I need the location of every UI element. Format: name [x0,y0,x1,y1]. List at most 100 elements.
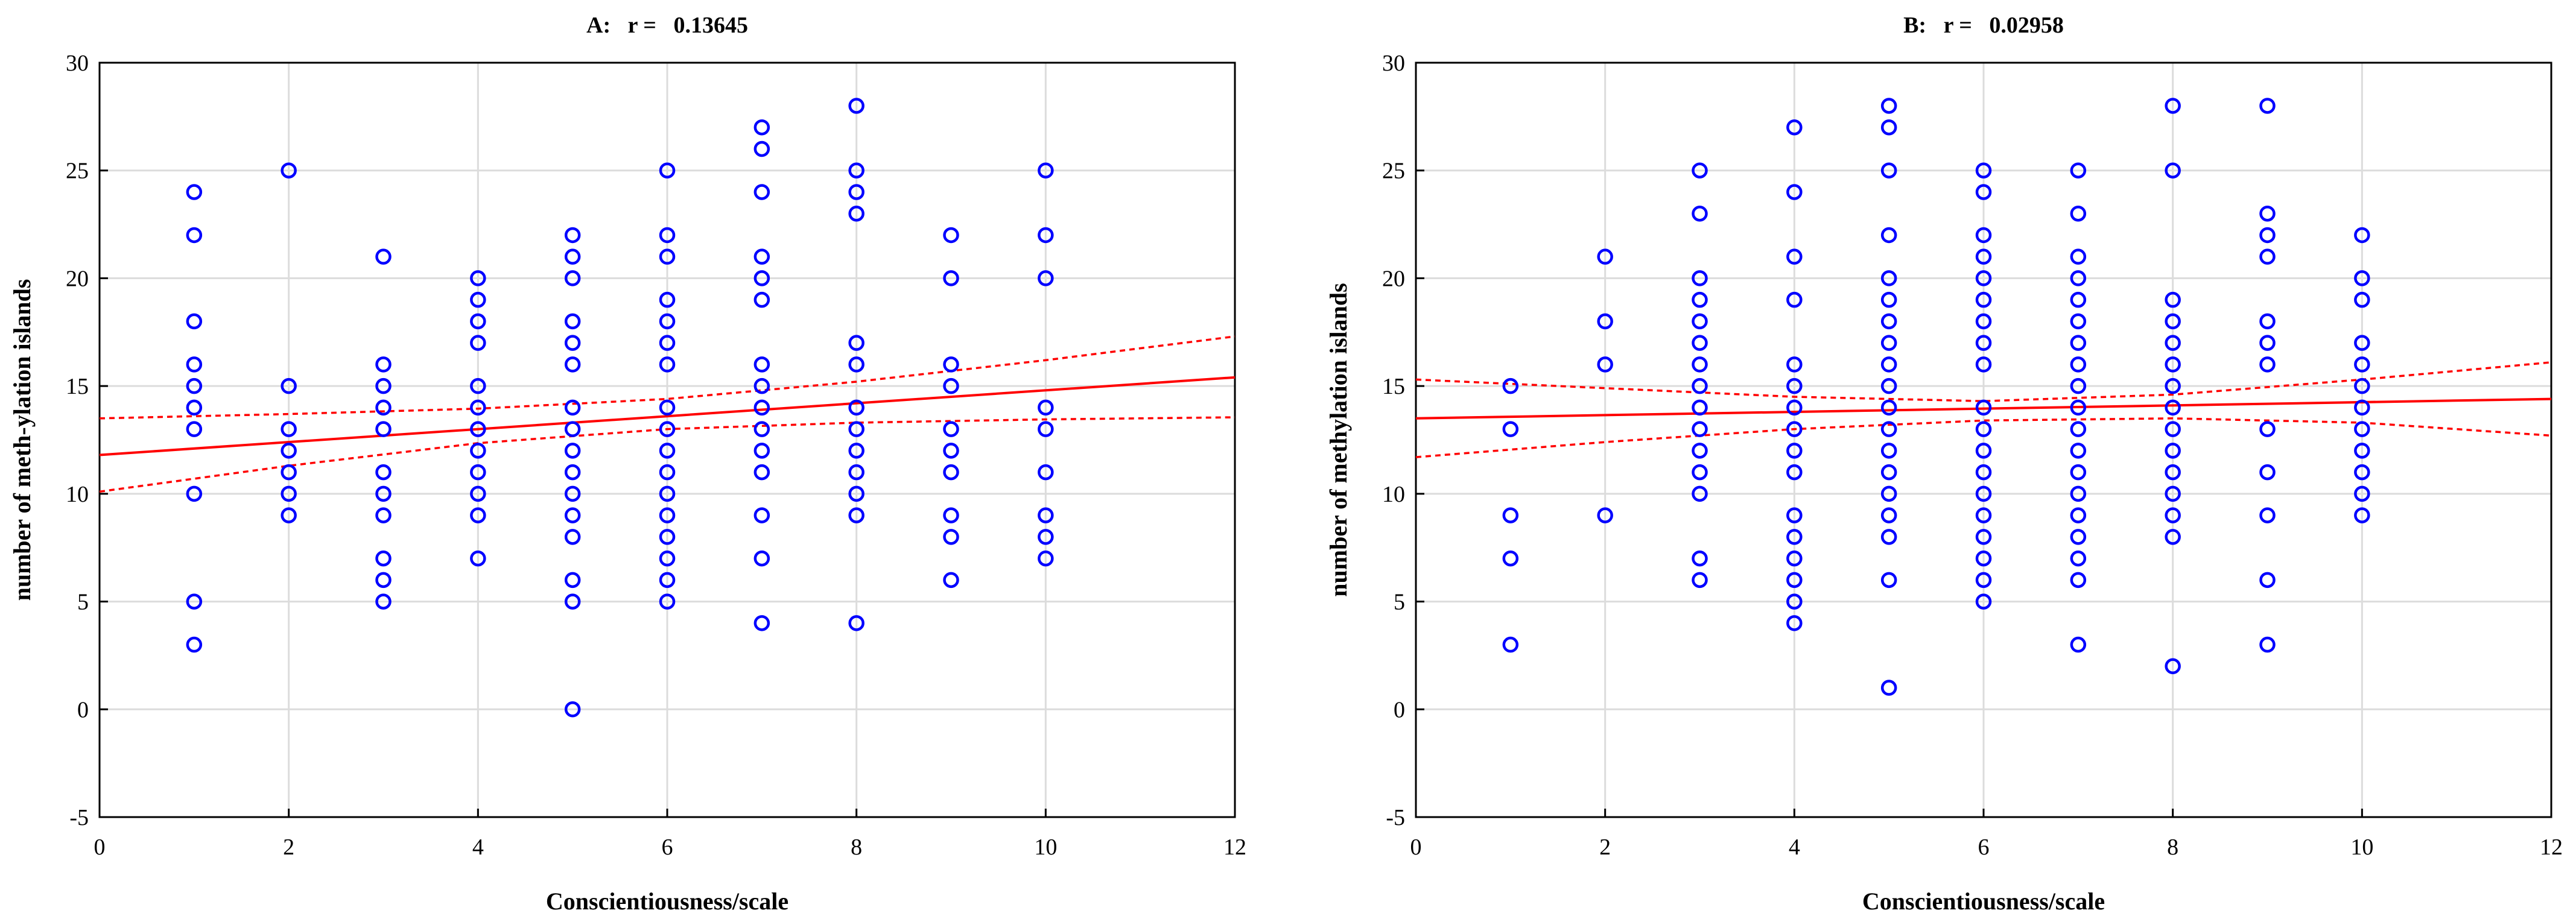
data-point [2070,270,2087,286]
y-tick-label: 25 [66,159,89,184]
y-tick-label: 30 [1382,51,1405,76]
data-point [2259,636,2276,653]
data-point [564,464,581,481]
data-point [2354,399,2370,416]
data-point [1786,572,1803,589]
data-point [1975,356,1992,373]
y-tick-label: 5 [77,590,89,615]
data-point [281,443,297,459]
data-point [659,550,676,567]
x-tick-label: 8 [2167,835,2178,860]
data-point [281,464,297,481]
data-point [1880,98,1897,114]
data-point [1975,162,1992,178]
x-tick-label: 8 [851,835,862,860]
data-point [186,399,203,416]
data-point [943,227,959,244]
x-axis-label: Conscientiousness/scale [1862,888,2105,915]
data-point [1692,485,1708,502]
data-point [375,485,392,502]
chart-title: B: r = 0.02958 [1903,13,2064,38]
data-point [1975,270,1992,286]
data-point [375,572,392,589]
y-tick-label: 20 [66,266,89,291]
data-point [2259,507,2276,523]
data-point [1597,507,1613,523]
data-point [1597,248,1613,265]
data-point [1975,291,1992,308]
data-point [1880,680,1897,696]
data-point [1692,270,1708,286]
data-point [2165,377,2181,394]
data-point [1692,313,1708,330]
data-point [659,399,676,416]
data-point [186,356,203,373]
data-point [848,98,864,114]
data-point [1502,636,1519,653]
data-point [2165,291,2181,308]
data-point [564,227,581,244]
data-point [1880,529,1897,545]
data-point [564,270,581,286]
y-tick-label: 0 [1394,697,1405,722]
data-point [1502,421,1519,437]
data-point [2070,377,2087,394]
data-point [564,507,581,523]
data-point [470,399,486,416]
data-point [1880,507,1897,523]
data-point [2259,421,2276,437]
data-point [753,248,770,265]
data-point [1786,291,1803,308]
data-point [1038,507,1054,523]
y-tick-label: 10 [1382,482,1405,507]
data-point [1880,313,1897,330]
data-point [1786,356,1803,373]
data-point [848,464,864,481]
data-point [375,464,392,481]
data-point [470,313,486,330]
confidence-band-upper [99,335,1236,420]
data-point [375,507,392,523]
data-point [564,421,581,437]
data-point [2165,399,2181,416]
data-point [2259,572,2276,589]
data-point [1038,464,1054,481]
data-point [659,313,676,330]
y-tick-label: 10 [66,482,89,507]
data-point [470,550,486,567]
data-point [186,184,203,200]
x-tick-label: 12 [1223,835,1246,860]
data-point [186,636,203,653]
data-point [1880,377,1897,394]
data-point [1038,162,1054,178]
data-point [2165,335,2181,351]
data-point [375,421,392,437]
data-point [753,184,770,200]
data-point [2354,443,2370,459]
data-point [2259,356,2276,373]
data-point [2354,270,2370,286]
data-point [186,227,203,244]
data-point [1692,162,1708,178]
x-tick-label: 10 [1034,835,1057,860]
data-point [1786,377,1803,394]
data-point [848,615,864,631]
data-point [2165,98,2181,114]
y-axis-label: number of methylation islands [1325,283,1352,596]
data-point [1975,184,1992,200]
data-point [2070,507,2087,523]
y-axis-label: number of meth-ylation islands [8,279,36,601]
data-point [1502,550,1519,567]
data-point [659,227,676,244]
data-point [2070,529,2087,545]
data-point [848,162,864,178]
data-point [1597,356,1613,373]
data-point [753,464,770,481]
y-tick-label: -5 [69,805,89,830]
data-point [1880,162,1897,178]
data-point [943,421,959,437]
data-point [753,119,770,136]
data-point [1975,507,1992,523]
data-point [943,443,959,459]
y-tick-label: 25 [1382,159,1405,184]
